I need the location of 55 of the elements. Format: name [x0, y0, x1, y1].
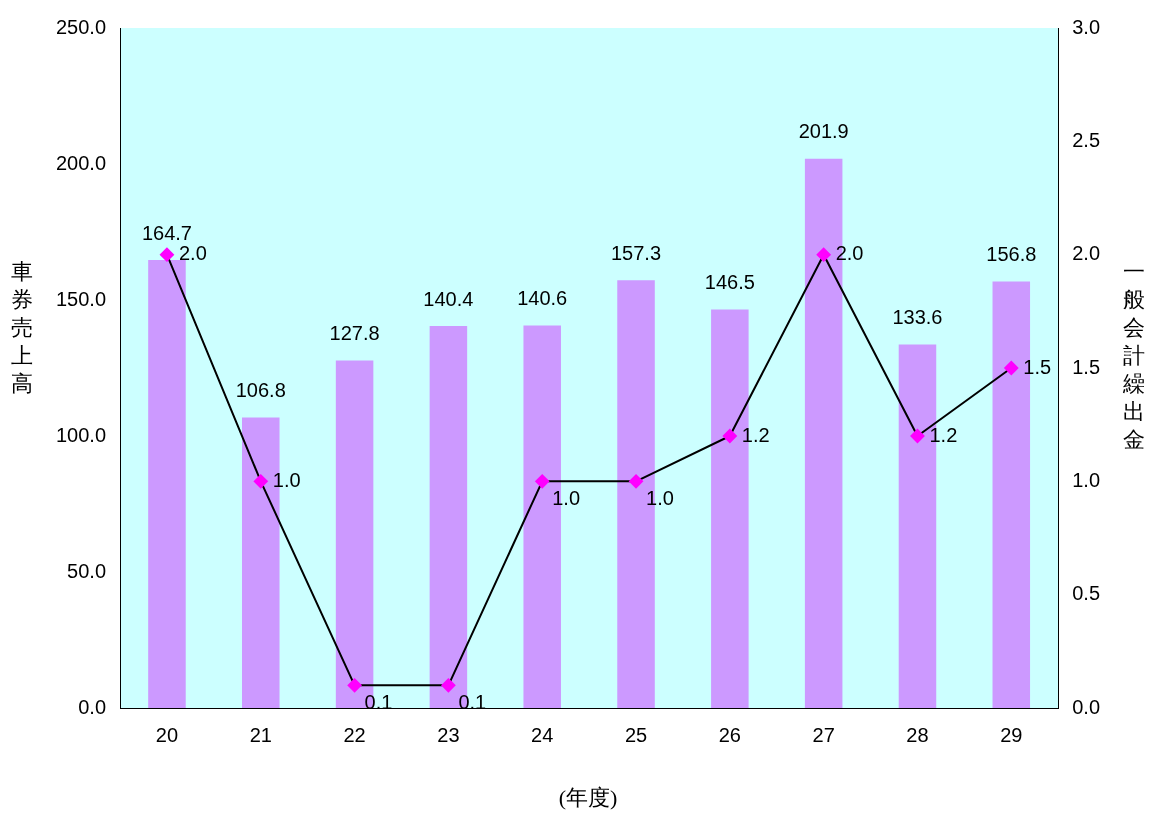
x-tick-label: 23	[437, 723, 460, 746]
y-axis-title: 車券売上高	[10, 258, 34, 398]
y-tick-label: 100.0	[55, 423, 107, 446]
data-label: 164.7	[141, 221, 192, 244]
y-tick-label: 250.0	[55, 15, 107, 38]
x-tick-label: 25	[624, 723, 648, 746]
point	[629, 474, 644, 489]
y2-tick-label: 1.5	[1072, 355, 1101, 378]
x-tick-label: 28	[906, 723, 929, 746]
x-tick-label: 20	[155, 723, 179, 746]
data-label: 140.4	[423, 287, 474, 310]
x-tick-label: 29	[1000, 723, 1023, 746]
data-label: 1.2	[741, 423, 770, 446]
y2-tick-label: 0.5	[1072, 582, 1101, 605]
x-tick-label: 22	[343, 723, 366, 746]
x-axis-title: (年度)	[557, 784, 619, 812]
x-tick-label: 26	[718, 723, 741, 746]
data-label: 156.8	[986, 243, 1037, 266]
point	[347, 678, 362, 693]
data-label: 2.0	[178, 242, 207, 265]
data-label: 140.6	[517, 287, 568, 310]
y2-tick-label: 2.0	[1072, 242, 1101, 265]
point	[816, 247, 831, 262]
data-label: 146.5	[704, 271, 755, 294]
y2-tick-label: 2.5	[1072, 128, 1101, 151]
data-label: 1.0	[272, 468, 301, 491]
data-label: 157.3	[611, 241, 662, 264]
y-tick-label: 150.0	[55, 287, 107, 310]
y-tick-label: 0.0	[78, 695, 107, 718]
y2-tick-label: 0.0	[1072, 695, 1101, 718]
y2-tick-label: 3.0	[1072, 15, 1101, 38]
data-label: 106.8	[235, 379, 286, 402]
point	[441, 678, 456, 693]
point	[253, 474, 268, 489]
data-label: 1.0	[646, 486, 674, 509]
point	[159, 247, 174, 262]
y2-tick-label: 1.0	[1072, 468, 1101, 491]
point	[535, 474, 550, 489]
data-label: 201.9	[798, 120, 849, 143]
y2-axis-title: 一般会計繰出金	[1122, 258, 1146, 454]
y-tick-label: 200.0	[55, 151, 107, 174]
data-label: 133.6	[892, 306, 943, 329]
point	[1004, 361, 1019, 375]
x-tick-label: 27	[812, 723, 835, 746]
data-label: 1.0	[552, 486, 581, 509]
x-tick-label: 24	[531, 723, 554, 746]
data-label: 1.2	[929, 423, 958, 446]
data-label: 127.8	[329, 321, 380, 344]
data-label: 1.5	[1023, 355, 1052, 378]
bar	[148, 260, 186, 708]
x-tick-label: 21	[249, 723, 272, 746]
data-label: 2.0	[835, 242, 864, 265]
y-tick-label: 50.0	[67, 559, 107, 582]
point	[910, 429, 925, 443]
point	[722, 429, 737, 443]
